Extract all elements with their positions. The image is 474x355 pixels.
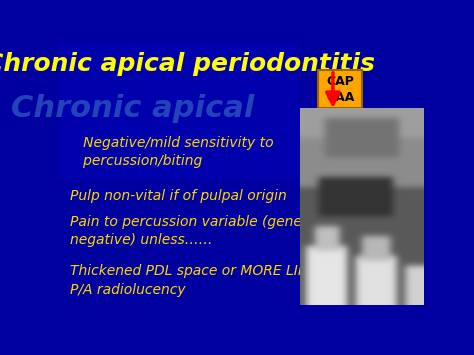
Text: Chronic apical periodontitis: Chronic apical periodontitis <box>0 53 375 76</box>
Text: CAP
CAA: CAP CAA <box>326 75 355 104</box>
Text: Pulp non-vital if of pulpal origin: Pulp non-vital if of pulpal origin <box>70 189 287 203</box>
Text: Chronic apical: Chronic apical <box>11 94 255 123</box>
Text: Negative/mild sensitivity to
   percussion/biting: Negative/mild sensitivity to percussion/… <box>70 136 274 168</box>
Bar <box>318 70 362 108</box>
Text: Pain to percussion variable (generally
negative) unless……: Pain to percussion variable (generally n… <box>70 215 332 247</box>
Text: Thickened PDL space or MORE LIKELY,
P/A radiolucency: Thickened PDL space or MORE LIKELY, P/A … <box>70 264 334 297</box>
Bar <box>59 43 298 179</box>
